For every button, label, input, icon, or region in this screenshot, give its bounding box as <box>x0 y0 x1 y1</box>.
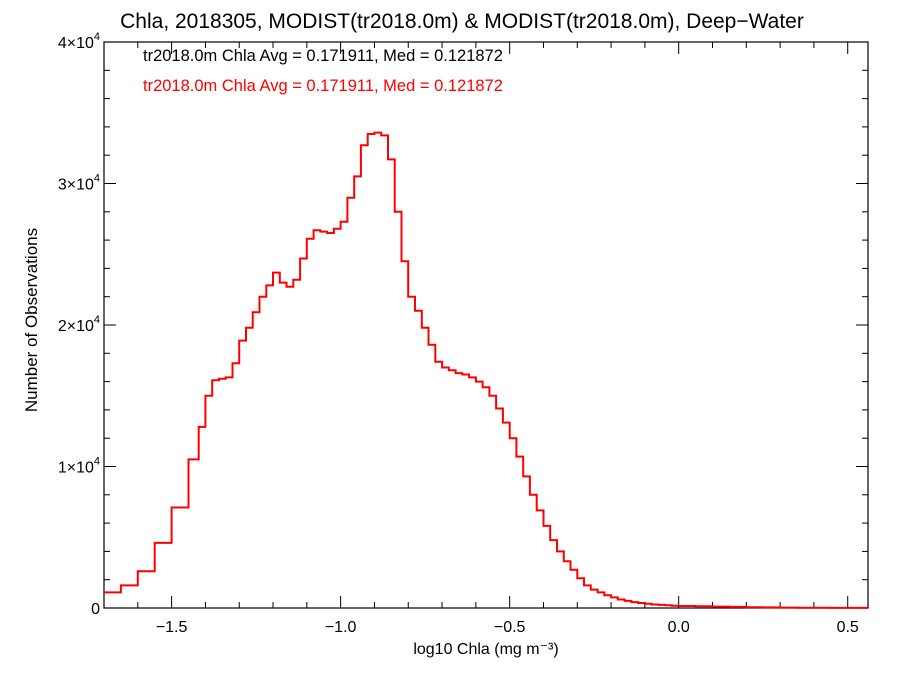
y-axis-label: Number of Observations <box>22 228 41 412</box>
axis-ticks <box>104 41 868 609</box>
x-tick-label: 0.0 <box>668 619 690 636</box>
annotation-black: tr2018.0m Chla Avg = 0.171911, Med = 0.1… <box>143 47 503 65</box>
x-tick-labels: −1.5 −1.0 −0.5 0.0 0.5 <box>156 619 859 636</box>
y-tick-label: 3×104 <box>58 173 100 194</box>
y-tick-labels: 0 1×104 2×104 3×104 4×104 <box>58 31 100 618</box>
annotation-red: tr2018.0m Chla Avg = 0.171911, Med = 0.1… <box>143 77 503 95</box>
x-axis-label: log10 Chla (mg m⁻³) <box>413 641 558 658</box>
y-tick-label: 1×104 <box>58 456 100 477</box>
plot-frame <box>103 41 869 609</box>
x-tick-label: −1.0 <box>325 619 357 636</box>
x-tick-label: −0.5 <box>494 619 526 636</box>
y-tick-label: 4×104 <box>58 31 100 52</box>
chart-title: Chla, 2018305, MODIST(tr2018.0m) & MODIS… <box>120 10 804 33</box>
y-tick-label: 0 <box>91 601 100 618</box>
x-tick-label: 0.5 <box>837 619 859 636</box>
x-tick-label: −1.5 <box>156 619 188 636</box>
series-line <box>104 131 869 609</box>
y-tick-label: 2×104 <box>58 314 100 335</box>
